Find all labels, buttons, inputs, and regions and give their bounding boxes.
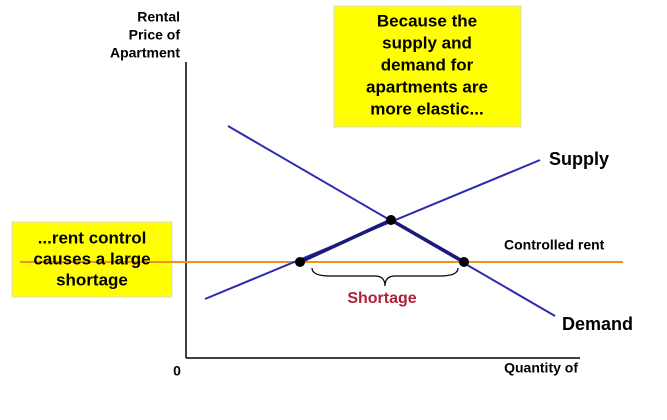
- point: [459, 257, 469, 267]
- top-box-line: apartments are: [366, 77, 488, 96]
- top-box-line: supply and: [382, 33, 472, 52]
- y-axis-label-line: Price of: [129, 27, 181, 43]
- left-box-text: ...rent control causes a large shortage: [33, 228, 150, 289]
- top-box: [333, 5, 522, 128]
- top-box-line: Because the: [377, 11, 477, 30]
- point: [295, 257, 305, 267]
- demand-label: Demand: [562, 314, 633, 334]
- x-axis-label: Quantity of: [504, 360, 578, 376]
- controlled-rent-label: Controlled rent: [504, 237, 605, 253]
- y-axis-label-line: Apartment: [110, 45, 180, 61]
- left-box-line: ...rent control: [38, 228, 147, 247]
- point: [386, 215, 396, 225]
- shortage-brace: [311, 267, 459, 287]
- left-box: [11, 221, 173, 298]
- supply-segment: [299, 218, 392, 264]
- demand-segment: [390, 218, 465, 264]
- top-box-line: more elastic...: [370, 99, 483, 118]
- shortage-label: Shortage: [347, 290, 416, 307]
- top-box-text: Because the supply and demand for apartm…: [366, 11, 488, 118]
- y-axis-label-line: Rental: [137, 9, 180, 25]
- top-box-line: demand for: [381, 55, 474, 74]
- left-box-line: shortage: [56, 270, 128, 289]
- y-axis-label: Rental Price of Apartment: [110, 9, 180, 61]
- supply-label: Supply: [549, 149, 609, 169]
- origin-label: 0: [173, 363, 181, 379]
- left-box-line: causes a large: [33, 249, 150, 268]
